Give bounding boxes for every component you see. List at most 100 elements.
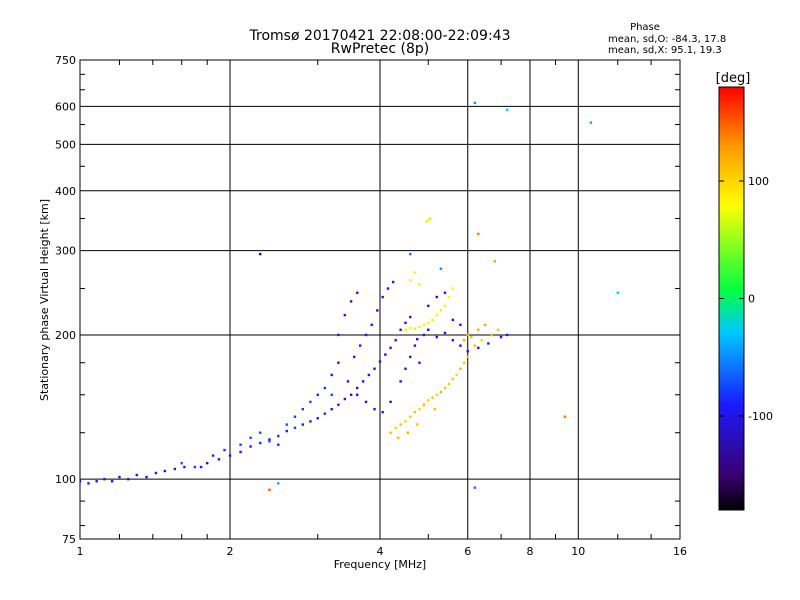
y-tick-label: 300 <box>55 245 76 258</box>
data-point <box>480 339 483 342</box>
data-point <box>409 279 412 282</box>
data-points <box>80 101 619 492</box>
phase-stats-x: mean, sd,X: 95.1, 19.3 <box>608 45 722 56</box>
data-point <box>505 108 509 112</box>
data-point <box>473 101 477 105</box>
data-point <box>477 328 480 332</box>
data-point <box>228 454 232 457</box>
data-point <box>490 333 493 337</box>
data-point <box>413 271 417 274</box>
data-point <box>389 431 392 434</box>
data-point <box>239 450 242 454</box>
data-point <box>337 403 340 406</box>
data-point <box>459 367 462 370</box>
y-tick-label: 600 <box>55 100 76 113</box>
data-point <box>301 423 305 426</box>
data-point <box>404 367 407 370</box>
data-point <box>431 318 434 322</box>
data-point <box>439 309 443 312</box>
data-point <box>337 333 340 337</box>
colorbar-label: [deg] <box>716 71 751 86</box>
data-point <box>439 390 443 394</box>
data-point <box>183 465 186 469</box>
data-point <box>277 482 280 485</box>
data-point <box>427 304 430 308</box>
phase-stats-o: mean, sd,O: -84.3, 17.8 <box>608 34 726 45</box>
x-tick-label: 1 <box>77 545 84 558</box>
data-point <box>413 327 417 331</box>
data-point <box>451 377 455 380</box>
data-point <box>376 309 379 312</box>
data-point <box>451 318 455 322</box>
y-tick-label: 500 <box>55 138 76 151</box>
x-tick-label: 16 <box>673 545 687 558</box>
data-point <box>249 445 252 448</box>
colorbar-tick-label: -100 <box>748 410 773 423</box>
data-point <box>418 361 421 364</box>
data-point <box>443 304 447 308</box>
x-tick-label: 2 <box>227 545 234 558</box>
data-point <box>259 431 262 434</box>
data-point <box>358 344 362 347</box>
data-point <box>409 252 412 256</box>
data-point <box>404 328 407 332</box>
data-point <box>323 386 327 390</box>
data-point <box>427 399 430 402</box>
data-point <box>352 355 356 359</box>
data-point <box>404 420 407 423</box>
data-point <box>87 482 90 485</box>
data-point <box>249 436 252 439</box>
data-point <box>381 295 384 299</box>
data-point <box>466 349 469 353</box>
y-tick-label: 750 <box>55 54 76 67</box>
data-point <box>127 477 130 481</box>
data-point <box>268 440 271 443</box>
data-point <box>364 333 368 337</box>
data-point <box>466 355 469 359</box>
data-point <box>409 315 412 319</box>
data-point <box>431 396 434 399</box>
y-tick-label: 100 <box>55 473 76 486</box>
chart-subtitle: RwPretec (8p) <box>331 41 429 57</box>
data-point <box>427 218 430 221</box>
data-point <box>435 313 438 317</box>
y-tick-label: 400 <box>55 185 76 198</box>
data-point <box>589 121 593 124</box>
data-point <box>394 426 397 430</box>
data-point <box>394 339 397 342</box>
data-point <box>415 337 419 341</box>
x-tick-label: 4 <box>377 545 384 558</box>
data-point <box>343 397 347 401</box>
data-point <box>277 434 280 438</box>
axis-ticks <box>80 60 680 539</box>
data-point <box>145 475 148 479</box>
y-tick-label: 200 <box>55 329 76 342</box>
x-tick-labels: 1 2 4 6 8 10 16 <box>77 545 688 558</box>
data-point <box>433 407 436 411</box>
data-point <box>399 423 402 426</box>
data-point <box>364 400 368 404</box>
data-point <box>406 431 410 434</box>
data-point <box>110 480 114 483</box>
data-point <box>424 220 428 223</box>
data-point <box>447 382 451 386</box>
data-point <box>466 333 469 337</box>
data-point <box>413 344 417 347</box>
data-point <box>361 380 365 383</box>
data-point <box>483 323 487 327</box>
data-point <box>193 465 197 469</box>
phase-stats-title: Phase <box>630 22 660 33</box>
data-point <box>337 361 340 364</box>
data-point <box>316 417 319 420</box>
data-point <box>277 443 280 446</box>
x-tick-label: 10 <box>571 545 585 558</box>
data-point <box>409 355 412 359</box>
data-point <box>95 480 98 483</box>
data-point <box>343 313 347 317</box>
data-point <box>199 465 203 469</box>
data-point <box>477 232 480 236</box>
data-point <box>462 339 466 342</box>
chart-title: Tromsø 20170421 22:08:00-22:09:43 <box>249 28 511 44</box>
data-point <box>285 423 288 426</box>
data-point <box>389 346 392 350</box>
